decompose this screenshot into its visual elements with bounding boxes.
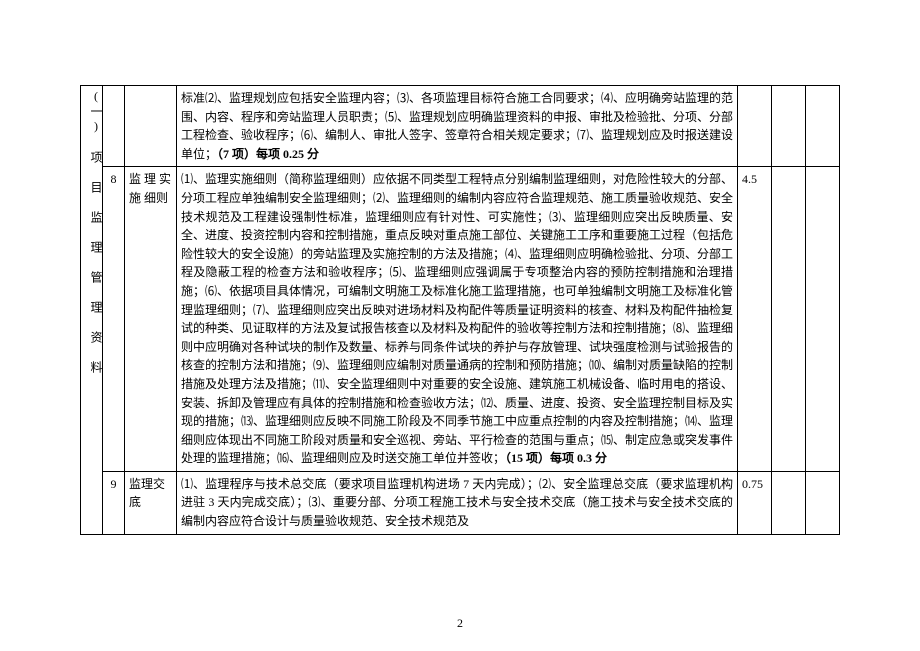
row-score	[738, 86, 772, 167]
row-desc: ⑴、监理程序与技术总交底（要求项目监理机构进场 7 天内完成）；⑵、安全监理总交…	[177, 471, 738, 534]
section-cell: (一) 项 目 监 理 管 理 资 料	[81, 86, 103, 535]
row-number: 9	[103, 471, 125, 534]
desc-text: ⑴、监理程序与技术总交底（要求项目监理机构进场 7 天内完成）；⑵、安全监理总交…	[181, 477, 733, 528]
row-blank-2	[806, 471, 840, 534]
row-desc: 标准⑵、监理规划应包括安全监理内容；⑶、各项监理目标符合施工合同要求；⑷、应明确…	[177, 86, 738, 167]
row-score: 0.75	[738, 471, 772, 534]
row-score: 4.5	[738, 167, 772, 472]
row-desc: ⑴、监理实施细则（简称监理细则）应依据不同类型工程特点分别编制监理细则，对危险性…	[177, 167, 738, 472]
row-blank-1	[772, 167, 806, 472]
desc-tail: （7 项）每项 0.25 分	[217, 147, 319, 161]
table-row: (一) 项 目 监 理 管 理 资 料 标准⑵、监理规划应包括安全监理内容；⑶、…	[81, 86, 840, 167]
row-name: 监 理 实 施 细则	[125, 167, 177, 472]
row-name	[125, 86, 177, 167]
page-number: 2	[0, 616, 920, 631]
row-name: 监理交底	[125, 471, 177, 534]
row-blank-2	[806, 167, 840, 472]
row-blank-1	[772, 471, 806, 534]
row-blank-1	[772, 86, 806, 167]
page: (一) 项 目 监 理 管 理 资 料 标准⑵、监理规划应包括安全监理内容；⑶、…	[0, 0, 920, 651]
table-row: 8 监 理 实 施 细则 ⑴、监理实施细则（简称监理细则）应依据不同类型工程特点…	[81, 167, 840, 472]
section-label: (一) 项 目 监 理 管 理 资 料	[85, 89, 107, 375]
supervision-table: (一) 项 目 监 理 管 理 资 料 标准⑵、监理规划应包括安全监理内容；⑶、…	[80, 85, 840, 535]
row-blank-2	[806, 86, 840, 167]
desc-tail: （15 项）每项 0.3 分	[505, 451, 607, 465]
desc-text: ⑴、监理实施细则（简称监理细则）应依据不同类型工程特点分别编制监理细则，对危险性…	[181, 172, 733, 465]
table-row: 9 监理交底 ⑴、监理程序与技术总交底（要求项目监理机构进场 7 天内完成）；⑵…	[81, 471, 840, 534]
